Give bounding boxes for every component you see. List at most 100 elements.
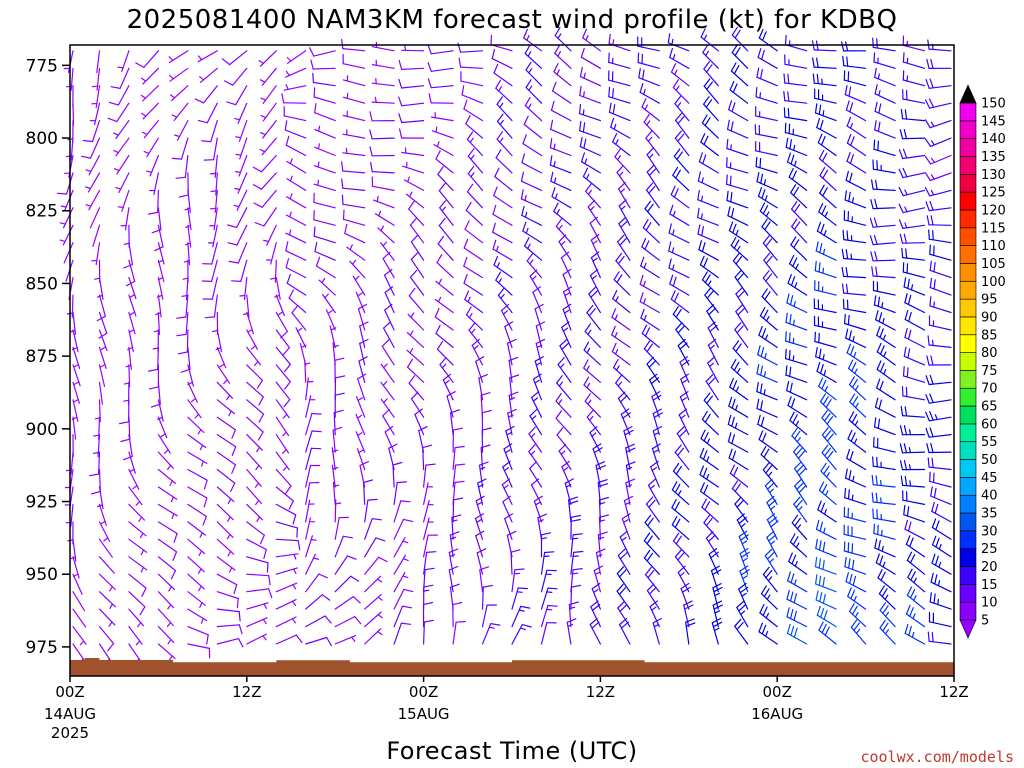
wind-barb [509, 374, 520, 401]
barb-full [929, 592, 932, 603]
barb-shaft [670, 71, 690, 87]
barb-full [591, 621, 600, 629]
barb-half [349, 244, 353, 251]
wind-barb [123, 242, 133, 269]
barb-full [701, 242, 706, 253]
wind-barb [534, 356, 544, 383]
barb-full [521, 623, 532, 628]
barb-half [210, 172, 217, 175]
barb-full [381, 339, 390, 347]
barb-shaft [315, 265, 336, 279]
barb-full [646, 583, 655, 592]
colorbar-label: 105 [981, 257, 1006, 272]
barb-full [110, 86, 121, 90]
barb-full [790, 154, 795, 165]
barb-shaft [401, 67, 425, 71]
barb-shaft [203, 85, 218, 104]
barb-half [167, 604, 172, 610]
barb-full [315, 256, 321, 267]
wind-barb [98, 329, 108, 352]
barb-shaft [408, 295, 425, 314]
barb-full [675, 308, 682, 318]
wind-barb [216, 591, 239, 609]
barb-shaft [928, 324, 952, 331]
wind-barb [611, 342, 631, 366]
barb-full [616, 165, 624, 174]
barb-full [446, 391, 456, 397]
wind-barb [590, 600, 602, 628]
barb-half [181, 295, 188, 297]
barb-half [288, 229, 292, 236]
barb-full [378, 556, 388, 563]
barb-full [816, 118, 821, 129]
wind-barb [639, 292, 660, 314]
barb-full [593, 447, 603, 454]
barb-half [642, 88, 646, 96]
barb-shaft [784, 132, 808, 139]
barb-shaft [902, 499, 926, 505]
barb-full [818, 621, 824, 631]
wind-barb [393, 622, 412, 645]
barb-full [677, 338, 686, 347]
wind-barb [176, 311, 189, 337]
barb-full [502, 495, 511, 503]
barb-full [644, 327, 651, 337]
wind-barb [246, 346, 261, 366]
wind-barb [902, 70, 926, 87]
wind-barb [700, 429, 719, 453]
barb-full [493, 255, 499, 266]
colorbar-label: 75 [981, 364, 998, 379]
barb-full [869, 235, 874, 246]
barb-shaft [284, 129, 307, 139]
wind-barb [371, 77, 395, 87]
barb-full [562, 286, 573, 293]
barb-half [535, 362, 542, 366]
barb-full [848, 411, 855, 421]
barb-full [579, 136, 583, 148]
wind-barb [899, 443, 926, 454]
barb-half [709, 345, 715, 350]
wind-barb [528, 444, 543, 471]
barb-full [528, 426, 536, 435]
barb-shaft [725, 183, 749, 191]
barb-full [648, 168, 657, 176]
wind-barb [561, 321, 572, 348]
wind-barb [216, 468, 236, 492]
wind-barb [72, 416, 77, 440]
barb-full [589, 426, 598, 434]
barb-full [359, 338, 369, 344]
barb-shaft [359, 342, 366, 366]
barb-full [818, 540, 822, 551]
barb-full [795, 499, 803, 508]
wind-barb [815, 241, 837, 261]
barb-full [766, 530, 775, 539]
barb-full [559, 339, 568, 347]
wind-barb [900, 405, 926, 418]
barb-full [252, 166, 263, 173]
barb-half [243, 312, 250, 316]
wind-barb [208, 224, 218, 248]
barb-shaft [492, 213, 513, 226]
wind-barb [612, 289, 631, 314]
wind-barb [148, 346, 159, 372]
wind-barb [463, 99, 484, 122]
barb-half [643, 314, 647, 321]
wind-barb [736, 600, 749, 628]
barb-full [622, 412, 632, 419]
barb-full [570, 584, 582, 588]
barb-full [701, 271, 708, 281]
wind-barb [495, 79, 513, 104]
wind-barb [246, 451, 263, 471]
wind-barb [266, 242, 277, 265]
wind-barb [422, 444, 433, 471]
barb-half [883, 351, 887, 358]
wind-barb [698, 240, 719, 261]
barb-full [766, 495, 775, 503]
barb-half [140, 94, 147, 99]
wind-barb [520, 171, 543, 191]
barb-full [931, 553, 936, 564]
barb-full [502, 460, 511, 468]
wind-barb [924, 137, 952, 147]
wind-barb [450, 409, 460, 436]
